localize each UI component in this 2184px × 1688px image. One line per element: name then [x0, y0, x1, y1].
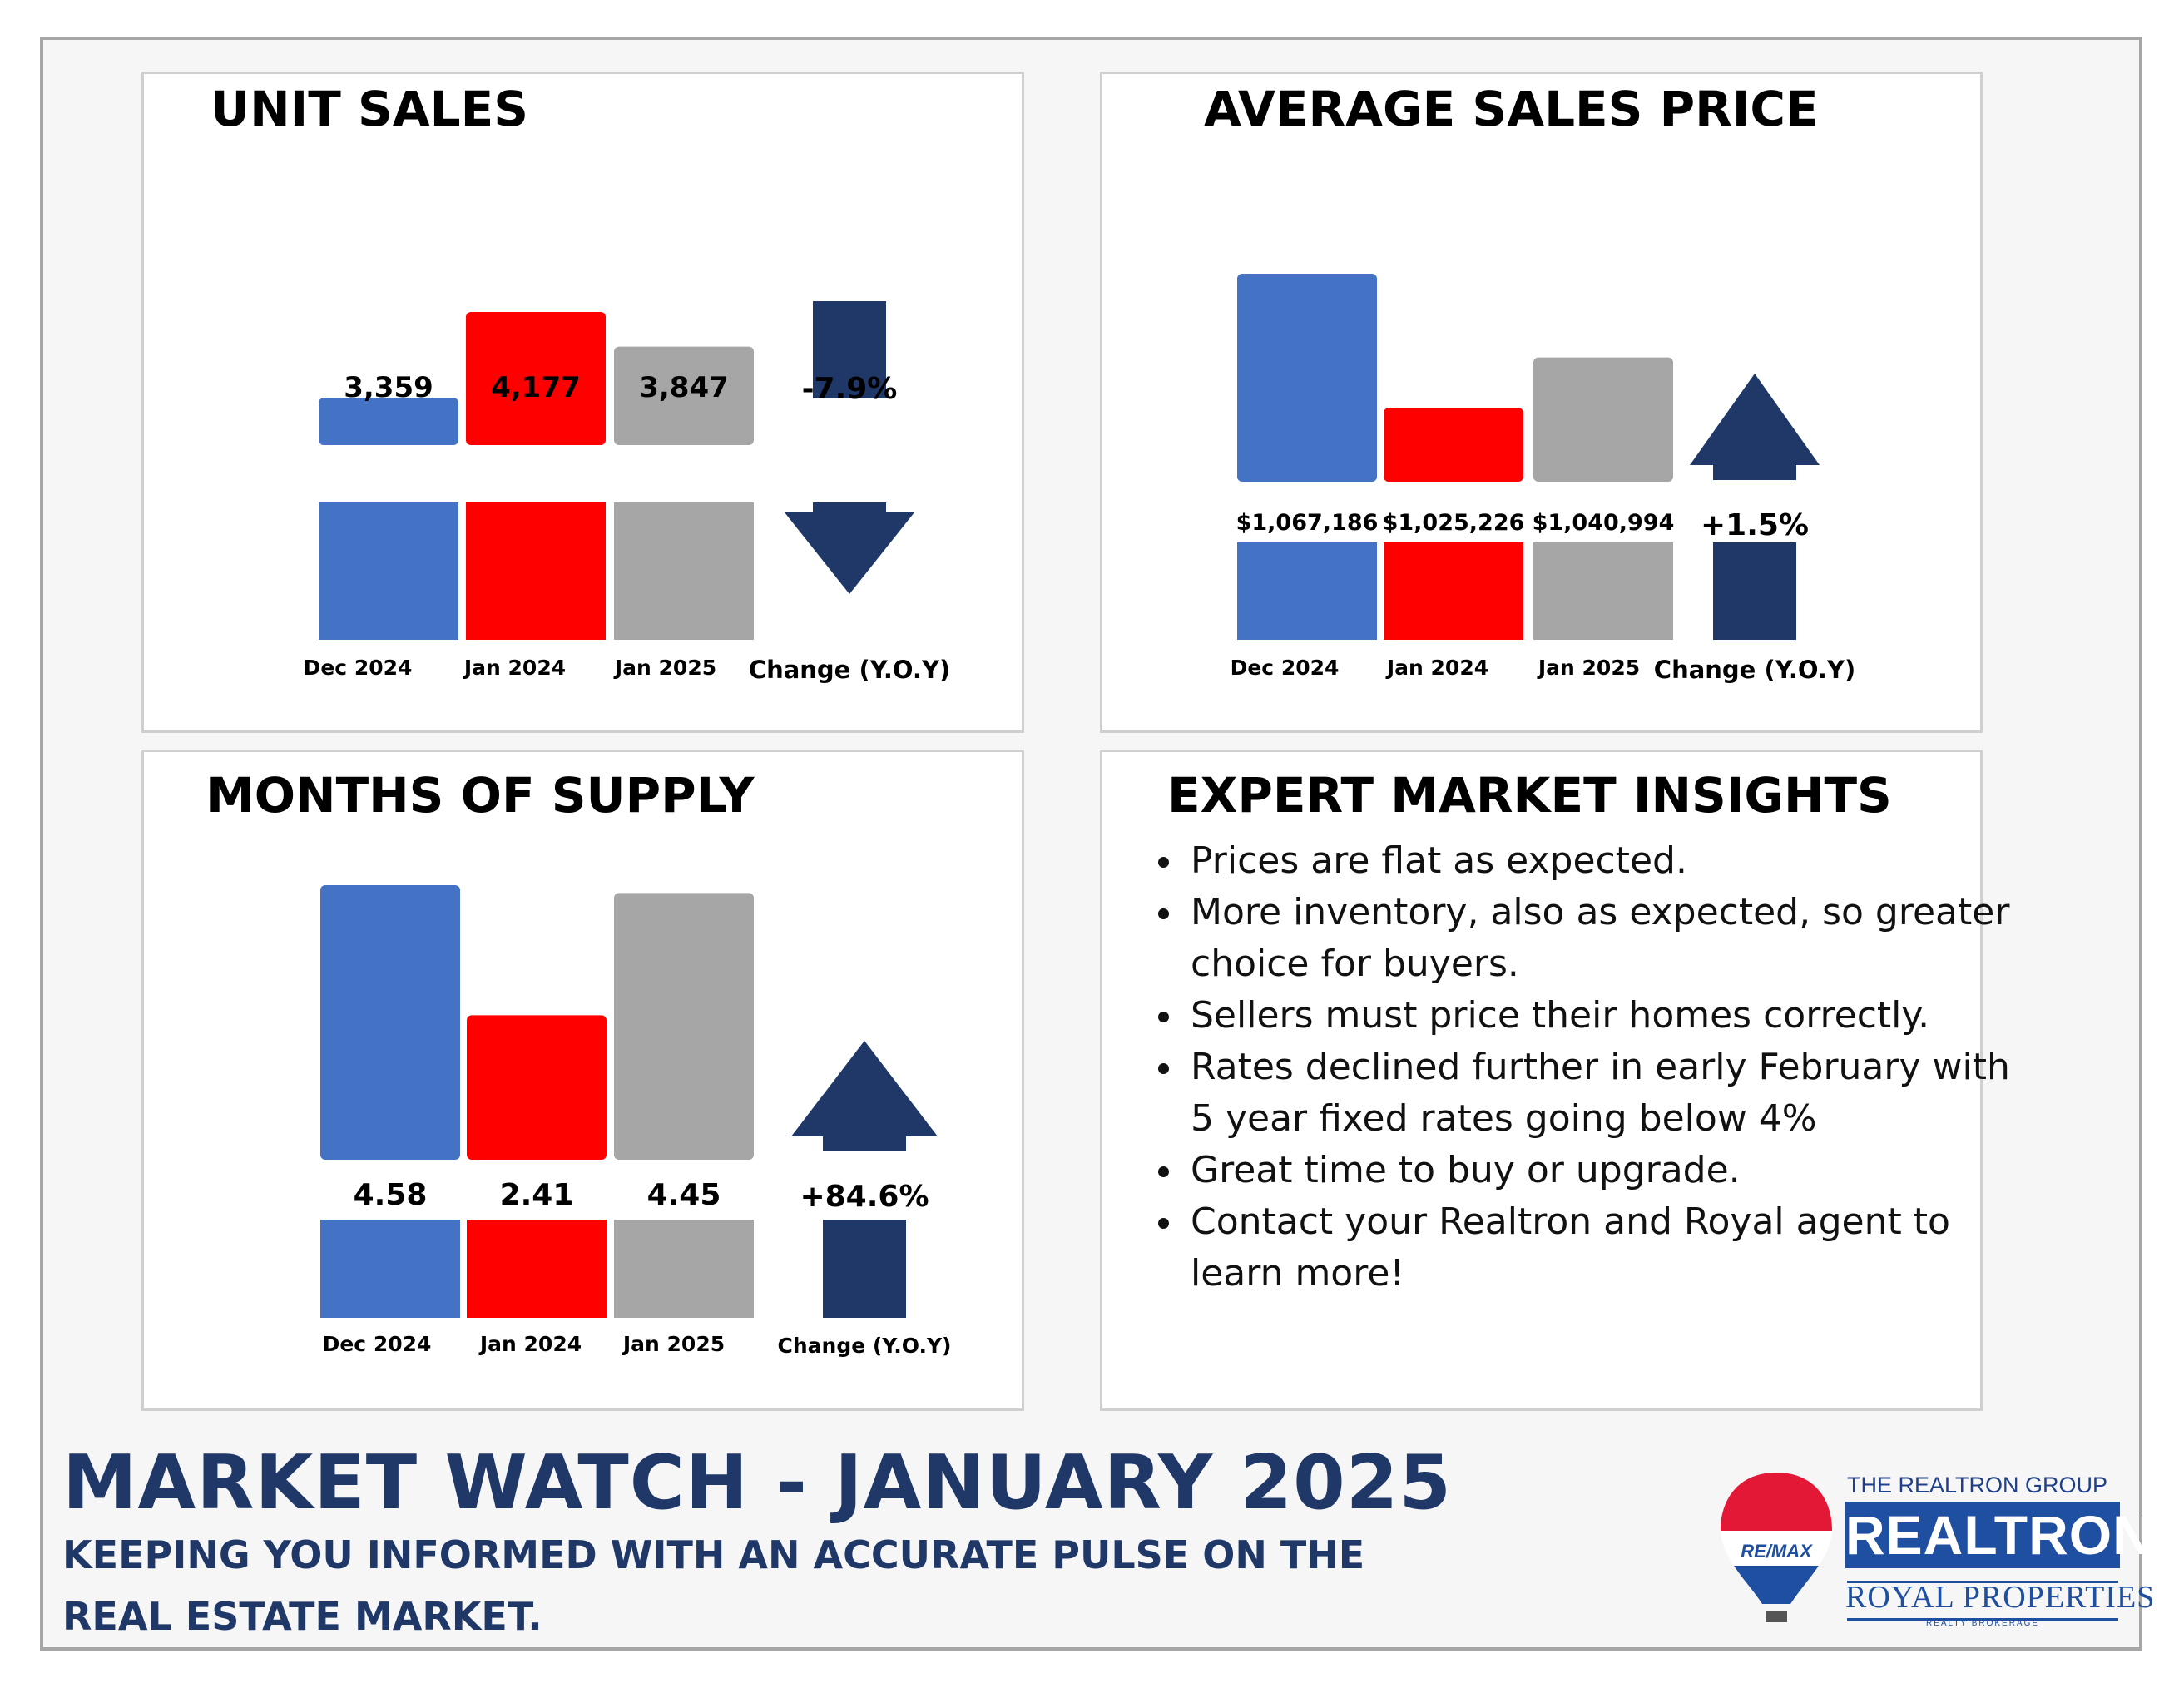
bar: [1237, 274, 1377, 482]
bar: [320, 885, 460, 1160]
arrow-down-icon: [785, 512, 914, 594]
category-label: Dec 2024: [323, 1332, 432, 1356]
insights-list: Prices are flat as expected. More invent…: [1140, 835, 2018, 1299]
avg-price-chart: $1,067,186 Dec 2024 $1,025,226 Jan 2024 $1,0…: [1231, 274, 1855, 684]
unit-sales-panel: UNIT SALES 3,359 Dec 2024 4,177 Jan 2024 3,8…: [141, 72, 1024, 733]
data-label: 2.41: [500, 1178, 574, 1212]
insights-title: EXPERT MARKET INSIGHTS: [1167, 767, 1892, 824]
bar-base: [319, 502, 458, 640]
arrow-shaft: [1713, 465, 1796, 480]
data-label: $1,067,186: [1236, 510, 1379, 536]
bar-base: [466, 502, 606, 640]
bar-base: [1533, 542, 1673, 640]
category-label: Dec 2024: [304, 656, 413, 680]
logo-brand: REALTRON: [1845, 1502, 2152, 1568]
insight-item: Sellers must price their homes correctly…: [1186, 990, 2018, 1042]
data-label: 4,177: [491, 371, 581, 404]
bar-base: [614, 1220, 754, 1318]
category-label: Jan 2024: [463, 656, 566, 680]
bar-base: [467, 1220, 607, 1318]
footer-title: MARKET WATCH - JANUARY 2025: [62, 1439, 1452, 1527]
change-value: +84.6%: [800, 1180, 929, 1214]
bar: [1533, 357, 1673, 482]
data-label: $1,025,226: [1383, 510, 1525, 536]
category-label: Dec 2024: [1231, 656, 1340, 680]
bar: [1384, 408, 1523, 482]
supply-title: MONTHS OF SUPPLY: [206, 767, 755, 824]
bar-base: [1237, 542, 1377, 640]
change-value: -7.9%: [802, 372, 898, 406]
arrow-shaft: [1713, 542, 1796, 640]
bar: [466, 312, 606, 445]
change-label: Change (Y.O.Y): [1654, 656, 1855, 684]
arrow-shaft: [823, 1136, 906, 1151]
bar: [319, 398, 458, 445]
category-label: Jan 2024: [478, 1332, 582, 1356]
change-label: Change (Y.O.Y): [749, 656, 950, 684]
logo: RE/MAX THE REALTRON GROUP REALTRON ROYAL…: [1714, 1464, 2156, 1631]
data-label: 4.58: [354, 1178, 428, 1212]
bar: [614, 893, 754, 1160]
insight-item: Great time to buy or upgrade.: [1186, 1145, 2018, 1196]
bar: [467, 1015, 607, 1160]
insight-item: Rates declined further in early February…: [1186, 1042, 2018, 1145]
arrow-shaft: [823, 1220, 906, 1318]
balloon-text: RE/MAX: [1741, 1541, 1813, 1562]
insights-panel: EXPERT MARKET INSIGHTS Prices are flat a…: [1100, 750, 2010, 1411]
data-label: $1,040,994: [1533, 510, 1675, 536]
logo-brokerage: REALTY BROKERAGE: [1925, 1619, 2040, 1628]
change-label: Change (Y.O.Y): [778, 1334, 952, 1358]
arrow-up-icon: [1690, 374, 1820, 465]
bar-base: [614, 502, 754, 640]
data-label: 3,847: [639, 371, 729, 404]
change-value: +1.5%: [1701, 508, 1809, 542]
insight-item: More inventory, also as expected, so gre…: [1186, 887, 2018, 990]
supply-panel: MONTHS OF SUPPLY 4.58 Dec 2024 2.41 Jan 202…: [141, 750, 1024, 1411]
category-label: Jan 2025: [1537, 656, 1640, 680]
bar: [614, 346, 754, 445]
bar-base: [320, 1220, 460, 1318]
footer-subtitle: KEEPING YOU INFORMED WITH AN ACCURATE PU…: [62, 1532, 1365, 1639]
category-label: Jan 2025: [613, 656, 716, 680]
supply-chart: 4.58 Dec 2024 2.41 Jan 2024 4.45 Jan 2025 +84.…: [320, 885, 952, 1358]
unit-sales-chart: 3,359 Dec 2024 4,177 Jan 2024 3,847 Jan 2025 -…: [304, 301, 950, 684]
avg-price-panel: AVERAGE SALES PRICE $1,067,186 Dec 2024 $1…: [1100, 72, 1983, 733]
balloon-logo-icon: RE/MAX: [1721, 1473, 1832, 1622]
logo-group-name: THE REALTRON GROUP: [1847, 1473, 2108, 1497]
logo-divider: [1847, 1581, 2118, 1583]
logo-sub-brand: ROYAL PROPERTIES: [1845, 1580, 2156, 1615]
data-label: 3,359: [344, 371, 433, 404]
arrow-shaft: [813, 301, 886, 398]
data-label: 4.45: [647, 1178, 721, 1212]
category-label: Jan 2024: [1385, 656, 1488, 680]
arrow-up-icon: [791, 1041, 938, 1136]
insight-item: Prices are flat as expected.: [1186, 835, 2018, 887]
logo-divider: [1847, 1618, 2118, 1621]
insight-item: Contact your Realtron and Royal agent to…: [1186, 1196, 2018, 1299]
unit-sales-title: UNIT SALES: [210, 81, 528, 137]
category-label: Jan 2025: [622, 1332, 725, 1356]
avg-price-title: AVERAGE SALES PRICE: [1204, 81, 1819, 137]
bar-base: [1384, 542, 1523, 640]
